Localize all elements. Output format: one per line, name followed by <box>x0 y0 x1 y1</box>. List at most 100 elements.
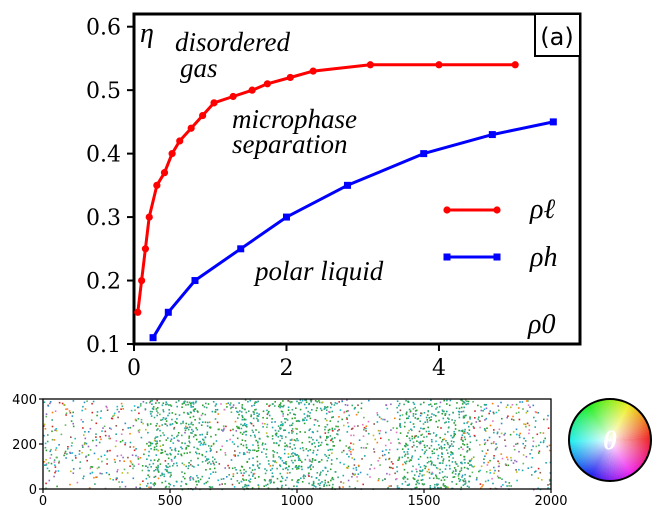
particle <box>83 401 86 404</box>
particle <box>528 432 530 435</box>
particle <box>272 475 274 478</box>
particle <box>283 448 286 451</box>
particle <box>199 478 202 481</box>
particle <box>153 439 156 442</box>
particle <box>152 483 155 485</box>
particle <box>161 451 164 454</box>
particle <box>444 468 447 470</box>
particle <box>252 444 254 446</box>
particle <box>240 411 243 413</box>
particle <box>518 411 520 414</box>
particle <box>486 427 488 429</box>
particle <box>346 404 349 407</box>
particle <box>254 468 256 471</box>
particle <box>406 484 409 486</box>
particle <box>184 431 186 434</box>
particle <box>169 475 172 478</box>
particle <box>485 452 488 455</box>
particle <box>388 439 390 441</box>
particle <box>413 474 416 476</box>
data-point <box>435 61 443 69</box>
particle <box>517 407 520 409</box>
colorwheel-center-glow <box>569 399 651 481</box>
particle <box>91 411 94 414</box>
particle <box>328 428 331 431</box>
particle <box>301 468 303 471</box>
particle <box>122 456 124 459</box>
particle <box>538 444 540 447</box>
particle <box>329 406 332 409</box>
particle <box>336 457 338 460</box>
particle <box>84 431 86 433</box>
particle <box>204 436 207 438</box>
particle <box>191 465 194 467</box>
particle <box>186 445 189 447</box>
particle <box>452 457 454 459</box>
particle <box>326 484 328 487</box>
particle <box>448 404 451 407</box>
particle <box>44 442 47 445</box>
particle <box>312 482 315 485</box>
particle <box>297 467 300 470</box>
particle <box>476 476 478 479</box>
particle <box>48 479 51 482</box>
particle <box>103 425 106 428</box>
particle <box>152 406 155 408</box>
particle <box>339 461 342 464</box>
particle <box>233 486 236 488</box>
particle <box>207 462 209 465</box>
particle <box>535 470 537 472</box>
particle <box>282 468 284 471</box>
particle <box>167 404 170 406</box>
particle <box>439 462 442 464</box>
particle <box>221 445 223 448</box>
particle <box>141 465 144 467</box>
particle <box>246 487 248 490</box>
particle <box>350 434 352 437</box>
particle <box>547 484 549 486</box>
particle <box>432 464 435 466</box>
particle <box>409 439 411 442</box>
particle <box>442 476 444 479</box>
particle <box>403 475 406 478</box>
particle <box>401 483 404 485</box>
particle <box>411 446 414 448</box>
particle <box>266 483 269 486</box>
particle <box>169 483 172 486</box>
particle <box>264 423 266 425</box>
particle <box>248 449 250 451</box>
particle <box>45 449 48 452</box>
particle <box>447 421 450 423</box>
particle <box>404 461 406 463</box>
particle <box>194 419 196 421</box>
particle <box>162 444 164 446</box>
particle <box>147 469 150 472</box>
particle <box>295 465 297 467</box>
particle <box>184 429 187 432</box>
particle <box>266 413 269 416</box>
particle <box>155 443 157 445</box>
particle <box>492 442 495 444</box>
particle <box>243 472 245 474</box>
particle <box>214 458 216 461</box>
particle <box>161 404 164 407</box>
particle <box>71 415 74 417</box>
particle <box>200 442 203 445</box>
particle <box>186 426 189 429</box>
particle <box>294 453 297 456</box>
particle <box>211 486 214 488</box>
particle <box>157 428 159 430</box>
particle <box>245 444 248 446</box>
particle <box>422 440 424 442</box>
particle <box>446 399 448 402</box>
particle <box>524 440 527 442</box>
particle <box>326 406 329 408</box>
particle <box>467 400 470 403</box>
particle <box>355 469 358 471</box>
particle <box>467 421 469 423</box>
snapshot-y-tick-label: 200 <box>12 438 37 453</box>
particle <box>449 399 452 402</box>
particle <box>204 421 207 424</box>
particle <box>308 482 310 485</box>
particle <box>392 467 394 470</box>
